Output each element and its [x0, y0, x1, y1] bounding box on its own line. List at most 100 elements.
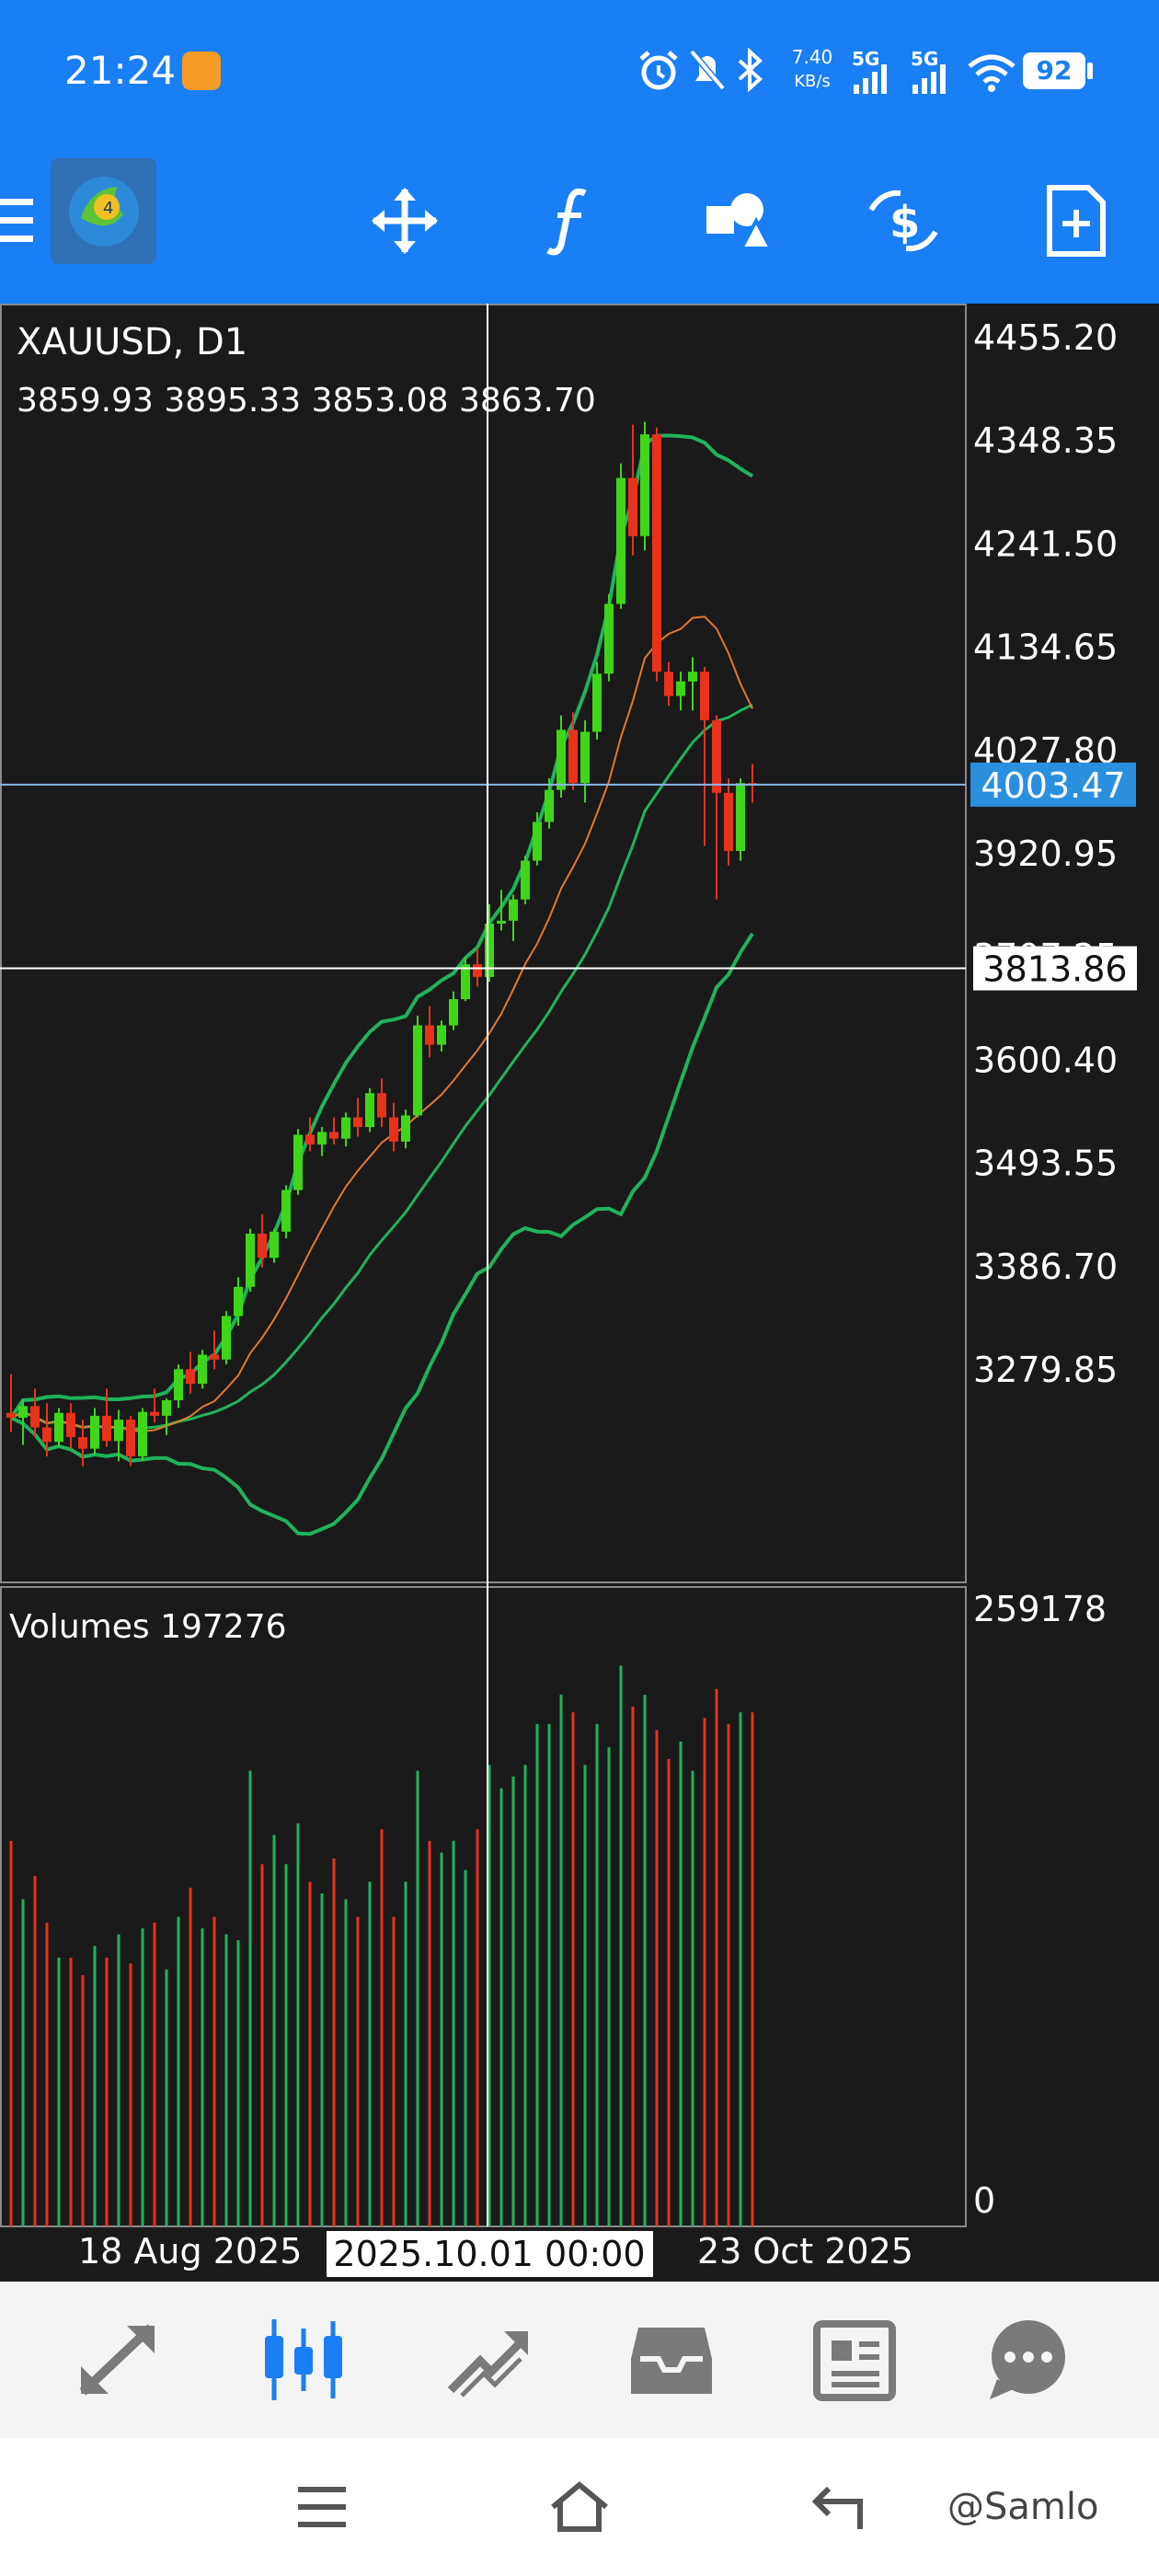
signal2-label: 5G — [911, 48, 939, 70]
menu-icon[interactable] — [276, 2470, 368, 2544]
crosshair-move-icon[interactable] — [350, 166, 460, 276]
candle-body — [389, 1117, 398, 1142]
candle-body — [676, 681, 685, 696]
objects-icon[interactable] — [683, 166, 793, 276]
svg-text:$: $ — [889, 197, 920, 248]
candle-body — [473, 964, 482, 977]
bollinger-upper-line — [9, 433, 754, 1420]
current-price-label: 4003.47 — [981, 765, 1125, 806]
candle-body — [652, 434, 661, 673]
candle-body — [305, 1134, 315, 1145]
candle-body — [270, 1231, 279, 1259]
candle-body — [425, 1025, 434, 1045]
chart-panel[interactable]: 4455.20 4348.35 4241.50 4134.65 4027.80 3920.… — [0, 304, 1159, 2282]
price-tick-label: 3493.55 — [973, 1144, 1118, 1184]
candle-body — [246, 1233, 255, 1287]
price-tick-label: 3279.85 — [973, 1350, 1118, 1390]
wifi-icon — [968, 54, 1016, 92]
candle-body — [521, 860, 530, 900]
net-speed-value: 7.40 — [791, 46, 833, 68]
candle-body — [174, 1369, 183, 1401]
candle-body — [497, 920, 506, 924]
crosshair-price-label: 3813.86 — [982, 949, 1127, 990]
candle-body — [114, 1420, 123, 1442]
candle-body — [580, 731, 590, 784]
candle-body — [353, 1117, 362, 1128]
metatrader-logo[interactable]: 4 — [51, 158, 156, 264]
x-axis-label: 18 Aug 2025 — [78, 2231, 302, 2271]
candle-body — [162, 1400, 171, 1416]
candle-body — [736, 783, 745, 851]
candle-body — [258, 1233, 267, 1259]
home-icon[interactable] — [534, 2470, 625, 2544]
system-nav-bar: @Samlo — [0, 2438, 1159, 2576]
volume-min-label: 0 — [973, 2180, 995, 2221]
symbol-timeframe: XAUUSD, D1 — [17, 321, 247, 363]
candle-body — [616, 477, 625, 604]
price-tick-label: 3386.70 — [973, 1247, 1118, 1287]
net-speed-unit: KB/s — [794, 72, 831, 91]
price-tick-label: 4348.35 — [973, 420, 1118, 461]
ohlc-values: 3859.93 3895.33 3853.08 3863.70 — [17, 382, 596, 420]
candle-body — [700, 672, 709, 720]
bollinger-middle-line — [10, 703, 753, 1432]
candle-body — [592, 673, 602, 732]
candle-body — [317, 1132, 327, 1145]
news-icon[interactable] — [798, 2305, 909, 2415]
candle-body — [329, 1132, 339, 1139]
candle-body — [102, 1415, 111, 1442]
quotes-icon[interactable] — [63, 2305, 173, 2415]
status-bar: 21:24 7.40 KB/s 5G 5G 92 — [0, 0, 1159, 138]
price-tick-label: 4134.65 — [973, 627, 1118, 668]
candle-body — [6, 1412, 16, 1418]
price-tick-label: 3600.40 — [973, 1040, 1118, 1080]
candle-body — [42, 1427, 52, 1443]
candle-body — [449, 999, 458, 1026]
back-icon[interactable] — [791, 2470, 883, 2544]
x-axis-label: 23 Oct 2025 — [697, 2231, 913, 2271]
candle-body — [30, 1406, 40, 1428]
volume-max-label: 259178 — [973, 1589, 1107, 1629]
price-tick-label: 4241.50 — [973, 523, 1118, 564]
current-price-badge — [970, 762, 1136, 807]
hamburger-icon[interactable] — [0, 166, 37, 276]
candle-body — [186, 1369, 195, 1385]
battery-tip — [1087, 63, 1093, 79]
app-notification-icon — [182, 52, 221, 90]
candle-body — [90, 1415, 99, 1449]
candle-body — [640, 434, 649, 536]
chart-canvas[interactable]: 4455.204348.354241.504134.654027.803920.… — [0, 304, 1159, 2282]
price-tick-label: 4455.20 — [973, 317, 1118, 358]
candle-body — [413, 1025, 422, 1116]
crosshair-time-badge — [327, 2231, 653, 2277]
chat-icon[interactable] — [973, 2305, 1084, 2415]
candle-body — [568, 730, 578, 784]
candle-body — [664, 672, 673, 696]
candle-body — [210, 1354, 219, 1360]
bluetooth-icon — [738, 48, 763, 92]
candle-body — [365, 1093, 374, 1128]
price-tick-label: 3920.95 — [973, 834, 1118, 874]
new-order-icon[interactable] — [1021, 166, 1131, 276]
svg-text:4: 4 — [103, 199, 113, 218]
candle-body — [222, 1316, 231, 1360]
candle-body — [485, 923, 494, 977]
history-icon[interactable] — [616, 2305, 727, 2415]
chart-icon[interactable] — [248, 2305, 359, 2415]
signal1-label: 5G — [852, 48, 880, 70]
candle-body — [150, 1411, 159, 1416]
bollinger-lower-line — [10, 932, 754, 1536]
function-indicator-icon[interactable] — [515, 166, 625, 276]
trade-nav-icon[interactable] — [432, 2305, 543, 2415]
signal2-icon — [912, 64, 946, 94]
candle-body — [281, 1190, 291, 1232]
candle-body — [18, 1406, 28, 1418]
candle-body — [293, 1134, 303, 1190]
trade-icon[interactable]: $ — [848, 166, 958, 276]
toolbar: 4 $ — [0, 138, 1159, 304]
candle-body — [545, 789, 554, 822]
alarm-icon — [639, 51, 678, 90]
status-time: 21:24 — [64, 48, 177, 93]
crosshair-price-badge — [973, 946, 1137, 991]
crosshair-time-label: 2025.10.01 00:00 — [333, 2234, 645, 2274]
